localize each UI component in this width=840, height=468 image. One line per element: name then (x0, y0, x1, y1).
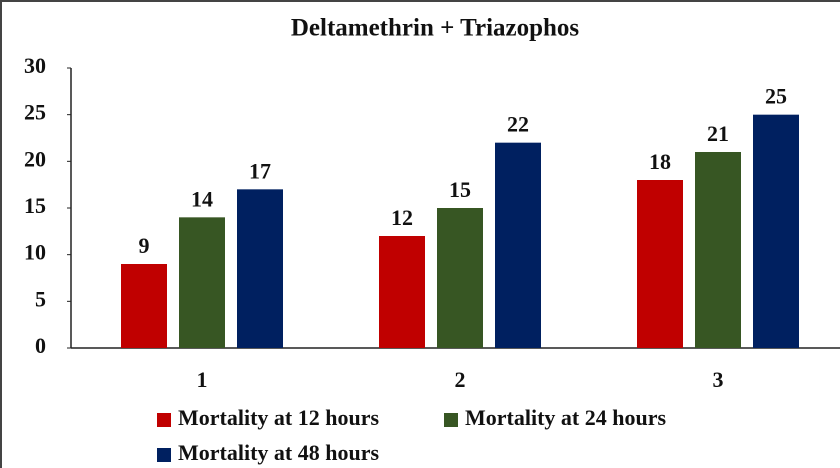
data-label: 25 (765, 84, 787, 109)
x-tick-label: 3 (713, 367, 724, 392)
x-tick-label: 1 (197, 367, 208, 392)
y-tick-label: 25 (24, 100, 46, 125)
y-tick-label: 0 (35, 333, 46, 358)
legend-label: Mortality at 48 hours (178, 440, 379, 465)
y-tick-label: 10 (24, 240, 46, 265)
chart-title: Deltamethrin + Triazophos (291, 15, 580, 42)
legend-swatch (157, 448, 171, 462)
y-tick-label: 30 (24, 53, 46, 78)
y-tick-label: 5 (35, 286, 46, 311)
data-label: 15 (449, 177, 471, 202)
data-label: 9 (139, 233, 150, 258)
legend-label: Mortality at 12 hours (178, 405, 379, 430)
bar (495, 142, 541, 348)
data-label: 12 (391, 205, 413, 230)
legend-swatch (444, 413, 458, 427)
legend-swatch (157, 413, 171, 427)
data-label: 14 (191, 186, 213, 211)
legend-label: Mortality at 24 hours (465, 405, 666, 430)
data-label: 17 (249, 158, 271, 183)
bar (237, 189, 283, 348)
y-tick-label: 20 (24, 146, 46, 171)
data-label: 22 (507, 112, 529, 137)
data-label: 18 (649, 149, 671, 174)
bar (637, 180, 683, 348)
bar (437, 208, 483, 348)
bar (695, 152, 741, 348)
bar (753, 114, 799, 349)
bar (379, 236, 425, 348)
bar (121, 264, 167, 348)
x-tick-label: 2 (455, 367, 466, 392)
data-label: 21 (707, 121, 729, 146)
y-tick-label: 15 (24, 193, 46, 218)
bar (179, 217, 225, 348)
